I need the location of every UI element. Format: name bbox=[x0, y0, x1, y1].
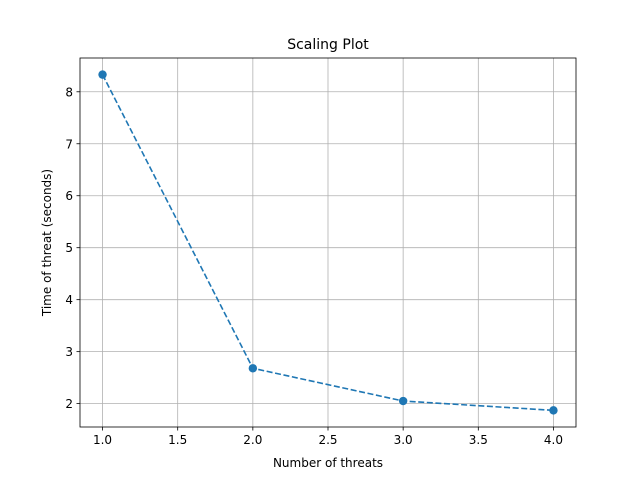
y-tick-label: 3 bbox=[65, 345, 73, 359]
y-tick-label: 6 bbox=[65, 189, 73, 203]
x-tick-label: 2.5 bbox=[318, 433, 337, 447]
y-tick-label: 7 bbox=[65, 137, 73, 151]
data-point-marker bbox=[248, 364, 258, 373]
series-line bbox=[101, 74, 554, 412]
y-tick-label: 8 bbox=[65, 85, 73, 99]
grid-lines bbox=[80, 58, 576, 427]
data-point-marker bbox=[98, 70, 107, 79]
y-tick-label: 5 bbox=[65, 241, 73, 255]
x-tick-label: 3.0 bbox=[394, 433, 413, 447]
data-point-marker bbox=[549, 406, 558, 415]
x-tick-label: 1.5 bbox=[168, 433, 187, 447]
chart-title: Scaling Plot bbox=[287, 37, 369, 53]
tick-marks: 1.0 1.5 2.0 2.5 3.0 3.5 4.0 2 3 4 5 6 7 8 bbox=[65, 85, 563, 447]
x-axis-label: Number of threats bbox=[273, 456, 383, 470]
y-tick-label: 4 bbox=[65, 293, 73, 307]
series-layer bbox=[98, 70, 558, 415]
x-tick-label: 2.0 bbox=[243, 433, 262, 447]
x-tick-label: 4.0 bbox=[544, 433, 563, 447]
x-tick-label: 3.5 bbox=[469, 433, 488, 447]
y-tick-label: 2 bbox=[65, 397, 73, 411]
y-axis-label: Time of threat (seconds) bbox=[40, 169, 54, 317]
data-point-marker bbox=[398, 396, 408, 406]
x-tick-label: 1.0 bbox=[93, 433, 112, 447]
